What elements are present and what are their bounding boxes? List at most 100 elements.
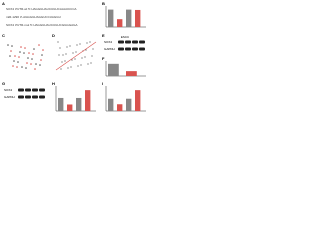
dot: [65, 53, 67, 55]
dot: [30, 63, 32, 65]
panel-letter: B: [102, 1, 105, 6]
bar: [108, 9, 114, 27]
dot: [79, 43, 81, 45]
panel-letter: E: [102, 33, 105, 38]
dot: [74, 58, 76, 60]
bar: [117, 19, 123, 27]
dot: [14, 55, 16, 57]
dot: [21, 66, 23, 68]
panel-letter: I: [102, 81, 103, 86]
sequence: miR-1290 3'-AGGGGUAGGUCCUAGGU: [6, 15, 61, 19]
dot: [92, 48, 94, 50]
dot: [64, 60, 66, 62]
dot: [31, 58, 33, 60]
dot: [75, 51, 77, 53]
dot: [70, 66, 72, 68]
panel-letter: D: [52, 33, 55, 38]
panel-letter: C: [2, 33, 5, 38]
dot: [60, 68, 62, 70]
bar: [58, 97, 64, 111]
bar: [108, 98, 114, 111]
dot: [89, 41, 91, 43]
bar: [108, 63, 119, 76]
dot: [11, 45, 13, 47]
dot: [32, 53, 34, 55]
band: [118, 47, 124, 51]
dot: [16, 66, 18, 68]
dot: [38, 44, 40, 46]
dot: [24, 47, 26, 49]
band: [139, 40, 145, 44]
dot: [62, 54, 64, 56]
band: [39, 88, 45, 92]
dot: [86, 42, 88, 44]
dot: [77, 65, 79, 67]
bar: [126, 71, 137, 76]
dot: [13, 60, 15, 62]
dot: [71, 59, 73, 61]
bar: [67, 104, 73, 111]
bar: [117, 104, 123, 111]
dot: [87, 63, 89, 65]
dot: [42, 49, 44, 51]
bar: [85, 90, 91, 111]
dot: [84, 56, 86, 58]
dot: [57, 41, 59, 43]
dot: [12, 65, 14, 67]
band: [18, 95, 24, 99]
dot: [41, 54, 43, 56]
sequence: SOX4 3'UTR-wt 5'-UAGGGUAUCUGUCAAAUCCCA: [6, 7, 77, 11]
dot: [27, 57, 29, 59]
band: [118, 40, 124, 44]
panel-letter: G: [2, 81, 5, 86]
dot: [34, 68, 36, 70]
band: [132, 40, 138, 44]
band-label: GAPDH: [104, 47, 115, 51]
dot: [76, 44, 78, 46]
band: [125, 40, 131, 44]
panel-letter: A: [2, 1, 5, 6]
band: [132, 47, 138, 51]
band: [39, 95, 45, 99]
dot: [26, 62, 28, 64]
band: [18, 88, 24, 92]
dot: [40, 59, 42, 61]
dot: [85, 49, 87, 51]
bar: [135, 90, 141, 111]
band-label: GAPDH: [4, 95, 15, 99]
sequence: SOX4 3'UTR-mut 5'-UAGGGUAUCUGUCGGGGAGA: [6, 23, 78, 27]
trend: [55, 41, 97, 71]
band: [25, 95, 31, 99]
dot: [58, 54, 60, 56]
dot: [33, 48, 35, 50]
dot: [19, 51, 21, 53]
bar: [126, 98, 132, 111]
band-label: SOX4: [104, 40, 112, 44]
dot: [39, 64, 41, 66]
dot: [10, 50, 12, 52]
dot: [59, 47, 61, 49]
blot-header: ESCC: [121, 35, 130, 39]
band: [125, 47, 131, 51]
dot: [9, 55, 11, 57]
band: [139, 47, 145, 51]
bar: [76, 97, 82, 111]
dot: [69, 45, 71, 47]
band: [25, 88, 31, 92]
dot: [25, 67, 27, 69]
dot: [23, 52, 25, 54]
band: [32, 95, 38, 99]
dot: [7, 44, 9, 46]
dot: [90, 62, 92, 64]
dot: [91, 55, 93, 57]
dot: [17, 61, 19, 63]
band: [32, 88, 38, 92]
dot: [20, 46, 22, 48]
dot: [18, 56, 20, 58]
dot: [80, 64, 82, 66]
dot: [81, 57, 83, 59]
dot: [66, 46, 68, 48]
dot: [35, 63, 37, 65]
band-label: SOX4: [4, 88, 12, 92]
